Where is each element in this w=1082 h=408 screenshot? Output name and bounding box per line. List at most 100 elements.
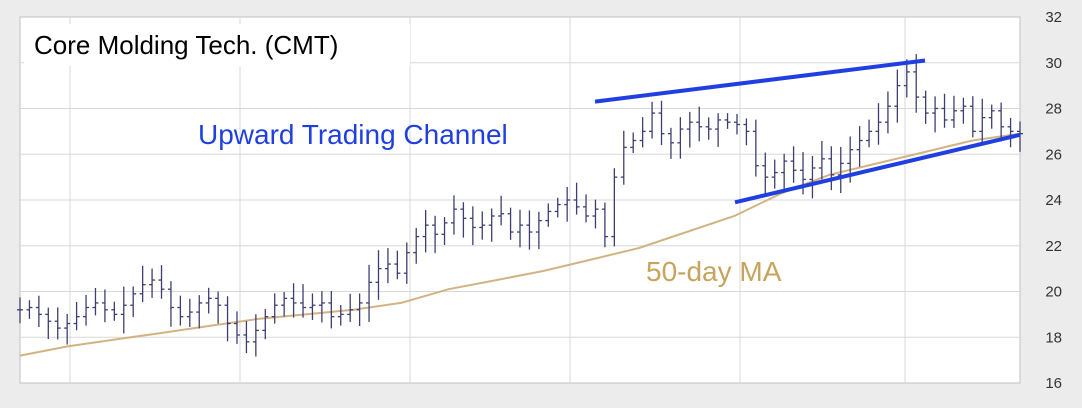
price-bar [545,203,552,227]
price-bar [705,117,712,140]
price-bar [875,103,882,145]
price-bar [422,210,429,253]
price-bar [762,152,769,196]
price-bar [309,293,316,321]
price-bar [17,297,23,324]
price-bar [526,210,533,250]
price-bar [828,146,835,191]
price-bar [630,132,637,154]
price-bar [233,311,240,344]
price-bar [884,91,891,134]
price-bar [903,59,910,98]
price-bar [696,106,703,142]
price-bar [620,130,627,185]
price-bar [139,265,146,303]
price-bar [715,113,722,147]
chart-title: Core Molding Tech. (CMT) [34,30,338,60]
y-tick-label: 24 [1045,192,1062,209]
price-bar [1007,117,1014,148]
price-bar [215,291,222,324]
price-bar [611,168,618,247]
price-bar [979,98,986,145]
annotation-50-day-ma: 50-day MA [646,256,782,287]
price-bar [781,153,788,191]
price-bar [158,265,165,299]
price-bar [149,268,156,298]
price-bar [554,197,561,218]
price-bar [960,97,967,124]
price-bar [601,202,608,248]
y-tick-label: 22 [1045,238,1062,255]
y-tick-label: 26 [1045,146,1062,163]
price-bar [988,104,995,129]
price-bar [592,199,599,229]
price-bar [271,293,278,324]
price-bar [111,301,118,321]
price-bar [639,117,646,148]
price-bar [375,250,382,300]
price-bar [667,127,674,159]
price-bar [932,96,939,133]
y-tick-label: 16 [1045,375,1062,392]
price-bar [54,307,61,340]
price-bar [564,186,571,222]
price-bar [498,195,505,226]
price-bar [413,227,420,264]
price-bar [649,101,656,139]
annotation-upward-trading-channel: Upward Trading Channel [198,119,508,150]
price-bar [469,206,476,246]
price-bar [366,264,373,322]
price-bar [205,287,212,314]
price-bar [432,215,439,254]
price-bar [243,320,250,354]
price-bar [450,195,457,235]
price-bar [724,113,731,129]
price-bar [328,291,335,329]
price-bar [686,111,693,148]
channel-upper-trendline [594,58,926,104]
trendlines [594,58,1021,205]
price-bar [752,119,759,177]
y-tick-label: 32 [1045,9,1062,26]
price-bar [92,287,99,316]
price-bar [300,284,307,318]
ma-50-day-line [19,132,1021,357]
price-bar [130,286,137,318]
price-bar [658,100,665,146]
price-bar [262,309,269,340]
ma-layer [19,132,1021,357]
y-tick-label: 28 [1045,101,1062,118]
price-bar [583,194,590,223]
price-bar [64,313,71,345]
price-bar [318,291,325,323]
price-bar [73,301,80,331]
price-bar [460,202,467,238]
price-bar [186,298,193,327]
price-bar [941,93,948,128]
price-bar [26,300,33,319]
price-bar [733,113,740,135]
channel-lower-trendline [734,132,1021,205]
price-bar [347,293,354,322]
price-bar [950,95,957,128]
price-bar [403,242,410,284]
price-bar [573,182,580,215]
price-bar [356,293,363,327]
price-bar [856,126,863,167]
price-bar [479,211,486,240]
price-bar [790,146,797,183]
price-bar [535,211,542,250]
price-bar [35,295,42,328]
price-bar [743,118,750,146]
price-bar [894,69,901,123]
price-bar [224,296,231,342]
price-bar [177,295,184,326]
price-bar [771,159,778,189]
price-bar [998,102,1005,142]
price-bars [17,54,1023,357]
price-bar [818,140,825,180]
price-bar [913,54,920,113]
y-tick-label: 30 [1045,55,1062,72]
price-bar [281,291,288,317]
